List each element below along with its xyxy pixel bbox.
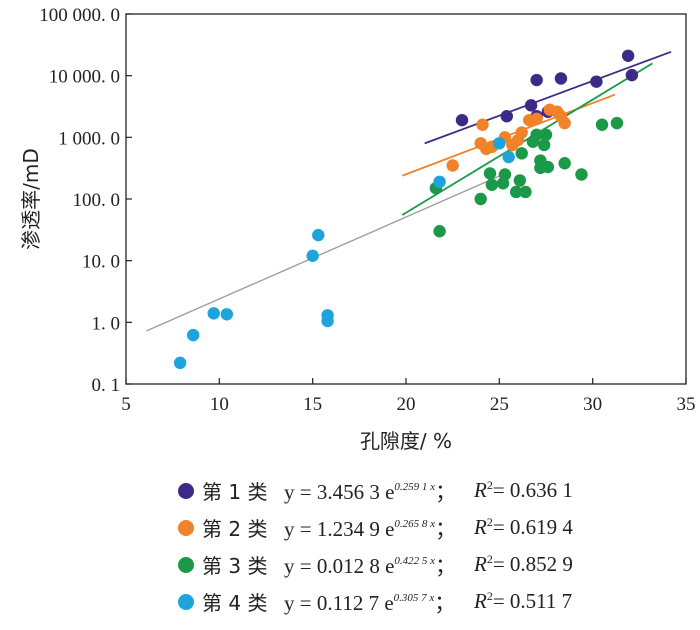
scatter-chart: 5 10 15 20 25 30 35 0. 1 1. 0 10. 0 100. 0 1 000. 0… [19,5,696,453]
data-point-class-4 [306,249,319,262]
data-point-class-4 [173,356,187,370]
y-tick-label: 1. 0 [92,313,121,334]
fit-lines [146,50,672,332]
equation-text: y = 3.456 3 e [284,479,395,504]
data-point-class-3 [485,178,499,191]
data-point-class-1 [455,113,469,127]
fit-equation: y = 0.112 7 e0.305 7 x； [284,590,456,615]
equation-exponent: 0.305 7 x [393,591,435,604]
data-point-class-4 [493,137,506,150]
x-axis-title: 孔隙度/ % [360,429,452,453]
data-point-class-3 [530,128,543,141]
data-point-class-3 [575,168,588,181]
data-point-class-3 [595,118,609,131]
data-point-class-3 [558,157,571,170]
data-point-class-1 [590,75,603,88]
legend-item-class-2: 第 2 类 y = 1.234 9 e0.265 8 x； R2= 0.619 … [178,509,573,546]
data-point-class-2 [558,116,571,130]
data-point-class-4 [207,307,220,320]
data-point-class-4 [220,308,233,321]
y-tick-label: 100 000. 0 [39,5,120,26]
legend: 第 1 类 y = 3.456 3 e0.259 1 x； R2= 0.636 … [178,472,573,620]
data-point-class-1 [625,68,639,82]
y-tick-label: 100. 0 [73,190,121,211]
fit-line-class-1 [424,50,672,145]
data-point-class-3 [513,174,527,187]
x-tick-label: 5 [121,394,131,415]
axes: 5 10 15 20 25 30 35 0. 1 1. 0 10. 0 100. 0 1 000. 0… [39,5,695,415]
data-point-class-3 [541,160,555,174]
legend-item-class-3: 第 3 类 y = 0.012 8 e0.422 5 x； R2= 0.852 … [178,546,573,583]
data-point-class-3 [610,116,624,130]
data-points [173,49,639,370]
data-point-class-3 [498,168,512,181]
data-point-class-1 [621,49,635,62]
fit-equation: y = 3.456 3 e0.259 1 x； [284,479,457,504]
legend-marker [178,519,194,536]
data-point-class-3 [509,185,523,199]
r-squared-value: = 0.511 7 [492,589,573,613]
data-point-class-4 [187,328,200,342]
data-point-class-3 [539,128,553,141]
legend-label: 第 1 类 [202,480,268,504]
r-squared: R2= 0.619 4 [474,515,573,539]
data-point-class-4 [312,228,325,242]
legend-marker [178,593,194,610]
data-point-class-3 [515,147,528,160]
data-point-class-3 [537,138,551,152]
data-point-class-4 [321,314,334,328]
data-point-class-1 [524,99,538,112]
fit-line-class-4 [146,173,506,332]
legend-label: 第 3 类 [202,554,268,578]
x-tick-label: 35 [677,394,696,415]
data-point-class-2 [476,118,489,131]
y-tick-label: 10. 0 [82,252,120,273]
data-point-class-4 [433,175,446,189]
fit-equation: y = 0.012 8 e0.422 5 x； [284,553,457,578]
data-point-class-3 [433,225,446,238]
r-squared-value: = 0.619 4 [492,515,573,539]
equation-text: y = 0.012 8 e [284,553,395,578]
data-point-class-4 [502,150,515,164]
x-tick-label: 10 [210,394,229,415]
x-tick-label: 20 [397,394,416,415]
x-tick-label: 15 [303,394,322,415]
legend-item-class-1: 第 1 类 y = 3.456 3 e0.259 1 x； R2= 0.636 … [178,472,573,509]
data-point-class-3 [519,185,532,199]
fit-equation: y = 1.234 9 e0.265 8 x； [284,516,457,541]
data-point-class-2 [446,159,459,172]
data-point-class-2 [515,126,528,139]
data-point-class-1 [530,73,543,87]
legend-item-class-4: 第 4 类 y = 0.112 7 e0.305 7 x； R2= 0.511 … [178,583,573,620]
equation-text: y = 1.234 9 e [284,516,395,541]
data-point-class-1 [554,72,568,85]
r-squared-value: = 0.636 1 [492,478,573,502]
r-squared-value: = 0.852 9 [492,552,573,576]
r-squared: R2= 0.852 9 [474,552,573,576]
equation-exponent: 0.259 1 x [394,480,436,493]
y-tick-label: 0. 1 [92,375,121,396]
data-point-class-1 [500,110,513,123]
equation-exponent: 0.265 8 x [394,517,436,530]
legend-marker [178,482,194,499]
r-squared: R2= 0.511 7 [474,589,573,613]
plot-frame [125,13,687,385]
y-tick-label: 10 000. 0 [49,67,120,88]
data-point-class-3 [474,192,487,206]
data-point-class-2 [530,112,543,125]
equation-exponent: 0.422 5 x [394,554,436,567]
legend-marker [178,556,194,573]
y-axis-title: 渗透率/mD [19,148,43,250]
legend-label: 第 4 类 [202,591,268,615]
x-tick-label: 30 [583,394,602,415]
data-point-class-3 [483,167,497,180]
r-squared: R2= 0.636 1 [474,478,573,502]
y-tick-label: 1 000. 0 [58,128,120,149]
equation-text: y = 0.112 7 e [284,590,394,615]
x-tick-label: 25 [490,394,509,415]
legend-label: 第 2 类 [202,517,268,541]
